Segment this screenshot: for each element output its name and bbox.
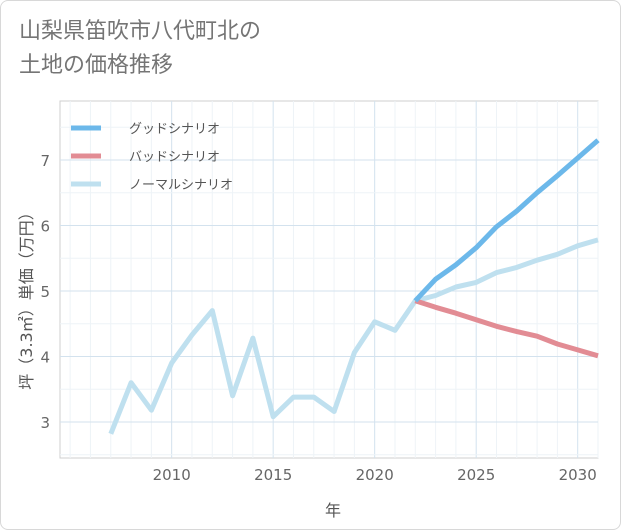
x-tick-label: 2025 xyxy=(457,466,495,484)
series-line-2 xyxy=(414,298,599,359)
x-axis-label: 年 xyxy=(324,501,341,520)
chart-title-line-1: 山梨県笛吹市八代町北の xyxy=(19,19,262,44)
y-tick-label: 4 xyxy=(40,348,50,366)
x-tick-label: 2015 xyxy=(254,466,292,484)
series-line-1 xyxy=(413,138,600,303)
legend-label: バッドシナリオ xyxy=(129,150,220,165)
y-tick-label: 6 xyxy=(40,217,50,235)
series-line-3 xyxy=(108,237,599,435)
x-tick-label: 2020 xyxy=(356,466,394,484)
y-tick-label: 7 xyxy=(40,152,50,170)
y-tick-label: 5 xyxy=(40,283,50,301)
chart-title: 山梨県笛吹市八代町北の 土地の価格推移 xyxy=(19,15,261,83)
y-tick-label: 3 xyxy=(40,414,50,432)
y-axis-label: 坪（3.3㎡）単価（万円） xyxy=(17,204,36,390)
chart-title-line-2: 土地の価格推移 xyxy=(19,53,174,78)
x-tick-label: 2010 xyxy=(153,466,191,484)
x-tick-label: 2030 xyxy=(559,466,597,484)
legend-label: グッドシナリオ xyxy=(129,122,220,137)
legend-label: ノーマルシナリオ xyxy=(129,178,233,193)
plot-area xyxy=(59,100,599,459)
